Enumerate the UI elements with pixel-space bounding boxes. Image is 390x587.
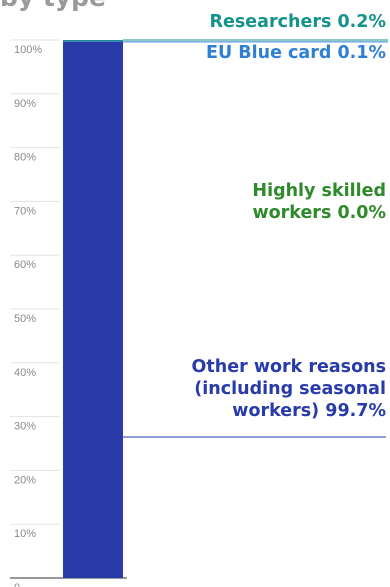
y-tick-label: 70% xyxy=(14,205,36,217)
label-researchers-line-1: Researchers 0.2% xyxy=(209,12,386,32)
y-tick-label: 60% xyxy=(14,259,36,271)
bar-segment-0 xyxy=(63,41,123,578)
y-tick-label: 50% xyxy=(14,313,36,325)
y-tick-label: 80% xyxy=(14,152,36,164)
y-tick-label: 100% xyxy=(14,44,42,56)
y-tick-label: 30% xyxy=(14,421,36,433)
label-highly-skilled-line-2: workers 0.0% xyxy=(252,203,386,223)
y-tick-label: 10% xyxy=(14,528,36,540)
label-other-work-line-2: (including seasonal xyxy=(194,379,386,399)
y-tick-label: 40% xyxy=(14,367,36,379)
label-eu-blue-card-line-1: EU Blue card 0.1% xyxy=(206,43,386,63)
y-tick-label: 0 xyxy=(14,582,20,587)
label-researchers: Researchers 0.2% xyxy=(210,11,386,33)
label-highly-skilled-line-1: Highly skilled xyxy=(252,181,386,201)
label-other-work: Other work reasons (including seasonal w… xyxy=(192,356,386,422)
bar-segment-3 xyxy=(63,40,123,42)
label-highly-skilled: Highly skilled workers 0.0% xyxy=(252,180,386,224)
y-tick-label: 20% xyxy=(14,474,36,486)
label-other-work-line-1: Other work reasons xyxy=(191,357,386,377)
label-eu-blue-card: EU Blue card 0.1% xyxy=(206,42,386,64)
y-tick-label: 90% xyxy=(14,98,36,110)
bar-segment-2 xyxy=(63,41,123,42)
label-other-work-line-3: workers) 99.7% xyxy=(232,401,386,421)
chart-title: by type xyxy=(0,0,106,12)
